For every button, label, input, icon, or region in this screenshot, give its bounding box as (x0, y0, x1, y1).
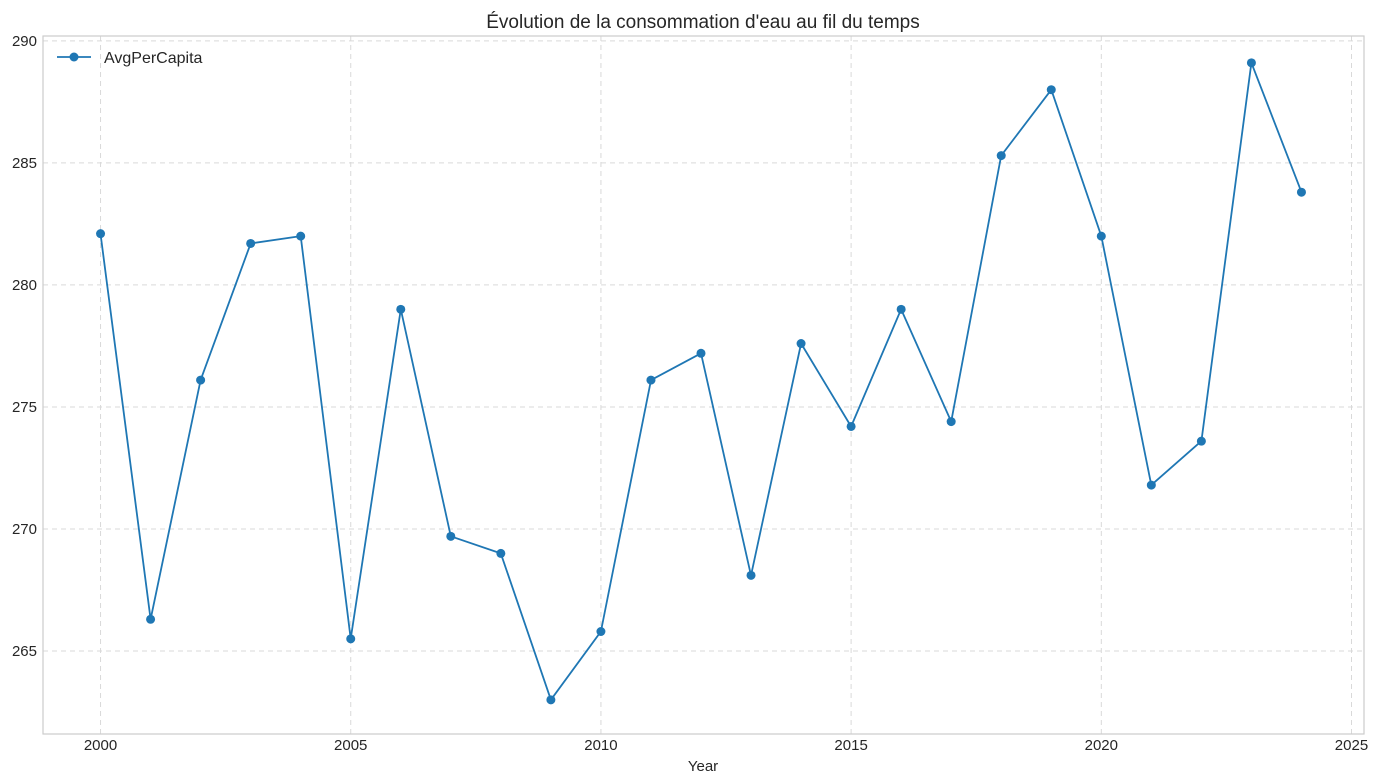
data-point (1046, 85, 1056, 95)
x-tick-label: 2000 (84, 737, 117, 754)
series-layer (96, 58, 1306, 705)
y-tick-label: 285 (12, 155, 37, 172)
data-point (346, 634, 356, 644)
series-line (99, 61, 1303, 701)
data-point (396, 304, 406, 314)
y-axis-ticks: 265 270 275 280 285 290 (12, 33, 37, 660)
y-tick-label: 265 (12, 643, 37, 660)
chart-title: Évolution de la consommation d'eau au fi… (486, 12, 920, 33)
data-point (1296, 187, 1306, 197)
legend-marker (69, 52, 79, 62)
data-point (646, 375, 656, 385)
x-tick-label: 2025 (1335, 737, 1368, 754)
data-point (1096, 231, 1106, 241)
data-point (96, 229, 106, 239)
data-point (1146, 480, 1156, 490)
data-point (996, 151, 1006, 161)
y-tick-label: 275 (12, 399, 37, 416)
legend-label: AvgPerCapita (104, 50, 203, 67)
x-tick-label: 2015 (834, 737, 867, 754)
data-point (746, 570, 756, 580)
y-tick-label: 290 (12, 33, 37, 50)
x-axis-label: Year (688, 758, 718, 775)
data-point (246, 238, 256, 248)
data-point (796, 339, 806, 349)
data-point (1196, 436, 1206, 446)
data-point (846, 421, 856, 431)
data-point (946, 417, 956, 427)
data-point (146, 614, 156, 624)
data-point (196, 375, 206, 385)
data-point (896, 304, 906, 314)
legend: AvgPerCapita (57, 50, 203, 67)
data-point (596, 626, 606, 636)
x-tick-label: 2020 (1085, 737, 1118, 754)
data-point (546, 695, 556, 705)
grid (43, 36, 1364, 734)
x-axis-ticks: 2000 2005 2010 2015 2020 2025 (84, 737, 1368, 754)
y-tick-label: 280 (12, 277, 37, 294)
data-point (496, 548, 506, 558)
data-point (696, 348, 706, 358)
x-tick-label: 2010 (584, 737, 617, 754)
y-tick-label: 270 (12, 521, 37, 538)
data-point (296, 231, 306, 241)
plot-frame (42, 35, 1365, 735)
data-point (446, 531, 456, 541)
data-point (1246, 58, 1256, 68)
x-tick-label: 2005 (334, 737, 367, 754)
